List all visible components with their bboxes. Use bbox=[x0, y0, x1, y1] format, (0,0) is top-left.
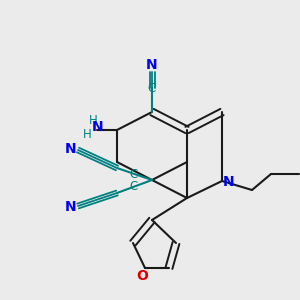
Text: H: H bbox=[82, 128, 91, 140]
Text: N: N bbox=[146, 58, 158, 72]
Text: N: N bbox=[65, 142, 77, 156]
Text: N: N bbox=[65, 200, 77, 214]
Text: N: N bbox=[92, 120, 104, 134]
Text: N: N bbox=[223, 175, 235, 189]
Text: O: O bbox=[136, 269, 148, 283]
Text: C: C bbox=[148, 82, 156, 95]
Text: C: C bbox=[129, 167, 138, 181]
Text: C: C bbox=[129, 180, 138, 193]
Text: H: H bbox=[88, 115, 98, 128]
